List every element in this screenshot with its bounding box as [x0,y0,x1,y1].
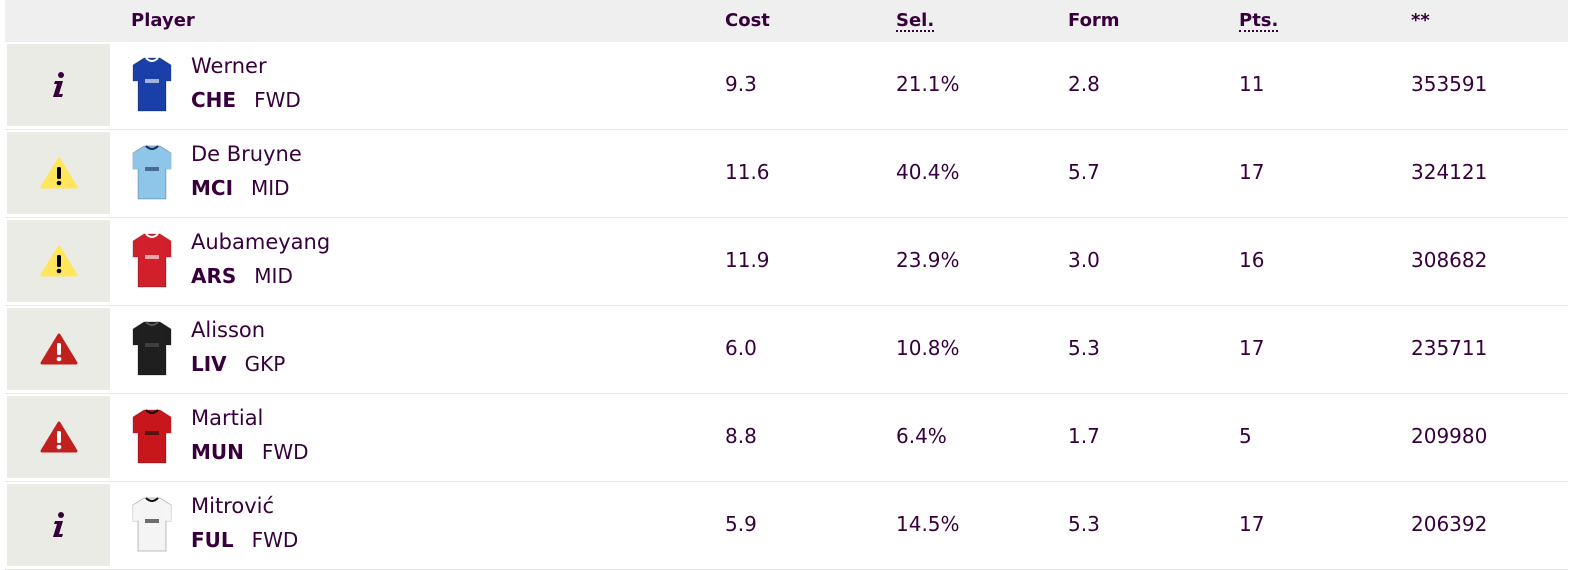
header-points[interactable]: Pts. [1239,0,1279,42]
player-cost: 9.3 [725,72,757,96]
player-selected: 40.4% [896,160,960,184]
header-extra[interactable]: ** [1411,10,1430,31]
player-info-button[interactable] [7,396,110,478]
player-cost: 5.9 [725,512,757,536]
player-form: 2.8 [1068,72,1100,96]
player-position: FWD [251,528,299,552]
player-form: 5.3 [1068,512,1100,536]
player-name[interactable]: Mitrović [191,494,275,518]
player-info-button[interactable] [7,308,110,390]
header-cost[interactable]: Cost [725,10,770,31]
team-shirt-image [131,55,173,113]
header-form[interactable]: Form [1068,10,1120,31]
player-info-button[interactable] [7,484,110,566]
player-position: FWD [261,440,309,464]
table-row: Werner CHE FWD 9.3 21.1% 2.8 11 353591 [5,42,1568,130]
player-name[interactable]: Martial [191,406,264,430]
player-team: LIV [191,352,227,376]
table-row: Mitrović FUL FWD 5.9 14.5% 5.3 17 206392 [5,482,1568,570]
player-extra: 206392 [1411,512,1488,536]
player-name[interactable]: De Bruyne [191,142,302,166]
header-points-label: Pts. [1239,10,1279,32]
player-team: CHE [191,88,237,112]
player-meta: LIV GKP [191,352,285,376]
player-points: 5 [1239,424,1252,448]
player-form: 3.0 [1068,248,1100,272]
table-row: De Bruyne MCI MID 11.6 40.4% 5.7 17 324121 [5,130,1568,218]
player-cost: 6.0 [725,336,757,360]
player-info-button[interactable] [7,44,110,126]
player-meta: MUN FWD [191,440,309,464]
player-extra: 353591 [1411,72,1488,96]
info-icon [49,511,69,539]
player-name[interactable]: Aubameyang [191,230,331,254]
player-selected: 21.1% [896,72,960,96]
player-extra: 324121 [1411,160,1488,184]
player-cost: 11.6 [725,160,770,184]
player-team: ARS [191,264,237,288]
player-points: 11 [1239,72,1265,96]
table-row: Aubameyang ARS MID 11.9 23.9% 3.0 16 308682 [5,218,1568,306]
player-extra: 308682 [1411,248,1488,272]
warning-icon [40,157,78,189]
player-form: 1.7 [1068,424,1100,448]
player-name[interactable]: Alisson [191,318,266,342]
header-player[interactable]: Player [131,10,195,31]
danger-icon [40,333,78,365]
player-extra: 209980 [1411,424,1488,448]
team-shirt-image [131,319,173,377]
player-form: 5.7 [1068,160,1100,184]
player-team: FUL [191,528,234,552]
player-name[interactable]: Werner [191,54,267,78]
player-meta: ARS MID [191,264,293,288]
team-shirt-image [131,143,173,201]
player-meta: MCI MID [191,176,290,200]
player-meta: CHE FWD [191,88,301,112]
player-cost: 8.8 [725,424,757,448]
table-row: Martial MUN FWD 8.8 6.4% 1.7 5 209980 [5,394,1568,482]
info-icon [49,71,69,99]
player-position: GKP [244,352,286,376]
table-row: Alisson LIV GKP 6.0 10.8% 5.3 17 235711 [5,306,1568,394]
player-selected: 6.4% [896,424,947,448]
header-selected-label: Sel. [896,10,935,32]
player-selected: 14.5% [896,512,960,536]
player-points: 16 [1239,248,1265,272]
player-table: Player Cost Sel. Form Pts. ** Werner CHE F… [5,0,1568,570]
player-points: 17 [1239,336,1265,360]
player-points: 17 [1239,160,1265,184]
team-shirt-image [131,495,173,553]
player-position: MID [251,176,290,200]
player-team: MCI [191,176,234,200]
player-team: MUN [191,440,244,464]
player-info-button[interactable] [7,220,110,302]
table-body: Werner CHE FWD 9.3 21.1% 2.8 11 353591 De Bruyne… [5,42,1568,570]
player-position: FWD [254,88,301,112]
danger-icon [40,421,78,453]
table-header: Player Cost Sel. Form Pts. ** [5,0,1568,42]
player-selected: 23.9% [896,248,960,272]
player-points: 17 [1239,512,1265,536]
player-cost: 11.9 [725,248,770,272]
player-info-button[interactable] [7,132,110,214]
player-position: MID [254,264,293,288]
player-meta: FUL FWD [191,528,298,552]
team-shirt-image [131,231,173,289]
player-extra: 235711 [1411,336,1488,360]
team-shirt-image [131,407,173,465]
player-selected: 10.8% [896,336,960,360]
warning-icon [40,245,78,277]
header-selected[interactable]: Sel. [896,0,935,42]
player-form: 5.3 [1068,336,1100,360]
